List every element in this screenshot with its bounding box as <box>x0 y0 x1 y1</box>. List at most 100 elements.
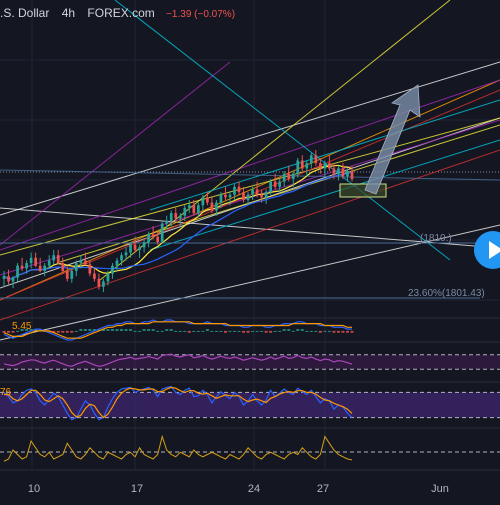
sloped-white-line <box>0 207 500 249</box>
candle-up <box>11 277 15 282</box>
x-tick-label: 24 <box>248 483 260 495</box>
candle-down <box>206 197 209 203</box>
macd-histogram-bar <box>29 329 33 331</box>
candle-up <box>269 181 273 193</box>
macd-histogram-bar <box>25 329 29 331</box>
candle-up <box>25 263 28 269</box>
macd-histogram-bar <box>228 330 232 332</box>
macd-histogram-bar <box>115 329 119 331</box>
candle-down <box>65 270 69 279</box>
candle-up <box>264 192 268 198</box>
candle-down <box>287 173 291 179</box>
candle-down <box>151 234 155 237</box>
macd-histogram-bar <box>79 329 83 331</box>
candle-down <box>260 194 263 198</box>
candle-up <box>138 247 141 250</box>
candle-up <box>337 168 340 174</box>
candle-up <box>124 252 128 256</box>
macd-histogram-bar <box>232 330 236 332</box>
macd-histogram-bar <box>97 329 101 331</box>
macd-histogram-bar <box>350 330 354 333</box>
candle-down <box>350 171 354 179</box>
candle-down <box>210 202 214 211</box>
candle-down <box>133 244 137 250</box>
volatility-pane <box>0 434 500 462</box>
candle-up <box>74 263 78 271</box>
macd-histogram-bar <box>101 329 105 331</box>
macd-histogram-bar <box>20 329 24 331</box>
macd-histogram-bar <box>237 330 241 332</box>
macd-histogram-bar <box>214 330 218 332</box>
macd-histogram-bar <box>278 330 282 332</box>
candle-up <box>111 265 114 274</box>
chart-grid <box>0 0 500 471</box>
red-channel-upper <box>0 89 500 301</box>
macd-histogram-bar <box>269 330 273 333</box>
annotations[interactable] <box>339 84 421 198</box>
macd-histogram-bar <box>219 330 223 332</box>
macd-histogram-bar <box>255 330 259 332</box>
candle-up <box>187 205 191 208</box>
candle-up <box>291 173 295 179</box>
candle-down <box>328 163 331 169</box>
candle-down <box>93 273 96 279</box>
channel-white-bottom <box>0 224 500 341</box>
candle-down <box>341 168 345 177</box>
x-tick-label: 10 <box>28 483 40 495</box>
scroll-to-realtime-button[interactable] <box>474 231 500 269</box>
data-source-label: FOREX.com <box>87 6 154 20</box>
macd-histogram-bar <box>309 330 313 332</box>
macd-histogram-bar <box>201 330 205 332</box>
macd-histogram-bar <box>70 330 74 333</box>
cyan-channel-upper <box>149 99 500 211</box>
macd-histogram-bar <box>56 330 60 333</box>
macd-histogram-bar <box>336 330 340 333</box>
candle-down <box>88 264 92 274</box>
candle-up <box>305 163 309 169</box>
candle-down <box>97 278 101 287</box>
macd-histogram-bar <box>287 329 291 331</box>
macd-histogram-bar <box>156 330 160 332</box>
yellow-channel-upper <box>0 117 500 256</box>
price-change-label: −1.39 (−0.07%) <box>166 9 235 20</box>
candle-up <box>120 255 123 261</box>
candle-up <box>142 242 146 248</box>
macd-histogram-bar <box>273 330 277 332</box>
rsi-pane <box>0 353 500 370</box>
macd-histogram-bar <box>11 330 15 333</box>
candle-up <box>251 189 254 195</box>
candle-up <box>79 260 83 264</box>
candle-up <box>169 213 173 221</box>
x-tick-label: 27 <box>317 483 329 495</box>
macd-histogram-bar <box>106 329 110 331</box>
stoch-k-line <box>3 385 353 421</box>
yellow-channel-lower <box>59 124 500 263</box>
candle-up <box>233 186 236 195</box>
purple-trendline <box>0 61 231 246</box>
rsi-line <box>3 353 353 367</box>
macd-signal-line <box>3 321 352 339</box>
macd-histogram-bar <box>7 330 11 333</box>
stochastic-pane: 76 <box>0 385 500 421</box>
macd-histogram-bar <box>314 330 318 332</box>
fibonacci-levels: 23.60%(1801.43) (1810.) <box>0 233 485 299</box>
fib-level-label: (1810.) <box>420 233 452 244</box>
macd-histogram-bar <box>296 329 300 331</box>
candle-up <box>47 260 51 266</box>
macd-histogram-bar <box>246 330 250 333</box>
candle-down <box>156 236 160 243</box>
macd-histogram-bar <box>92 329 96 331</box>
candle-down <box>224 194 227 198</box>
macd-histogram-bar <box>196 330 200 332</box>
candle-up <box>215 202 218 211</box>
candle-up <box>160 223 164 243</box>
symbol-name: .S. Dollar <box>0 6 49 20</box>
macd-histogram-bar <box>174 330 178 332</box>
candle-up <box>196 205 200 214</box>
candle-up <box>346 171 349 177</box>
candle-up <box>282 173 286 182</box>
orange-channel-upper <box>0 79 500 301</box>
candle-down <box>34 257 37 266</box>
